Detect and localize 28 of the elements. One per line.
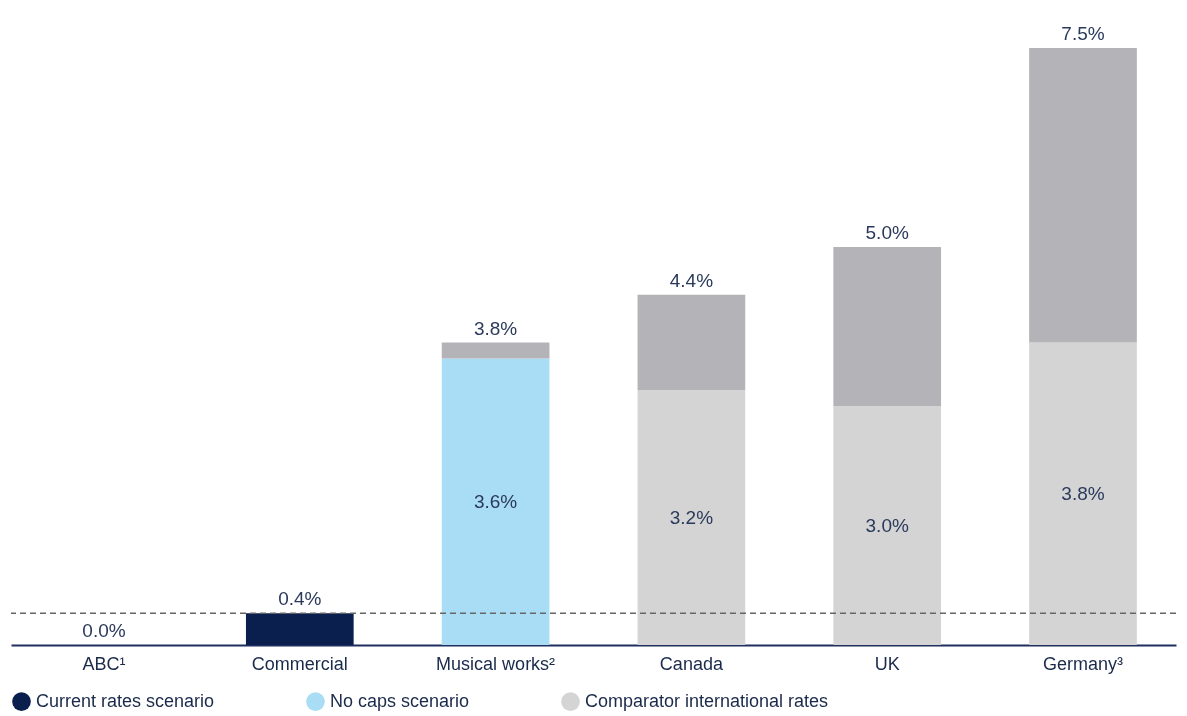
total-label: 3.8%	[473, 317, 518, 339]
legend-label: No caps scenario	[330, 690, 470, 711]
total-label: 5.0%	[865, 222, 909, 243]
total-label: 0.0%	[82, 620, 126, 641]
x-tick-label: UK	[874, 653, 900, 674]
bar	[1029, 48, 1137, 343]
x-tick-label: Commercial	[251, 653, 348, 674]
data-label: 3.0%	[865, 514, 909, 536]
data-label: 3.2%	[669, 506, 714, 528]
data-label: 3.8%	[1061, 482, 1105, 504]
bar	[833, 247, 942, 407]
x-tick-label: Germany³	[1042, 653, 1124, 674]
bar	[637, 294, 746, 391]
legend-label: Comparator international rates	[585, 690, 829, 711]
bar	[441, 358, 550, 645]
x-tick-label: Canada	[659, 653, 724, 674]
bar	[1029, 342, 1137, 645]
x-tick-label: ABC¹	[82, 653, 126, 674]
bar	[245, 613, 354, 645]
total-label: 4.4%	[669, 269, 714, 291]
bar	[637, 390, 746, 645]
x-tick-label: Musical works²	[436, 653, 556, 674]
data-label: 3.6%	[473, 490, 518, 512]
bar	[441, 342, 550, 359]
bar	[833, 406, 942, 645]
total-label: 0.4%	[278, 588, 322, 610]
legend-label: Current rates scenario	[36, 690, 215, 711]
total-label: 7.5%	[1061, 23, 1105, 44]
